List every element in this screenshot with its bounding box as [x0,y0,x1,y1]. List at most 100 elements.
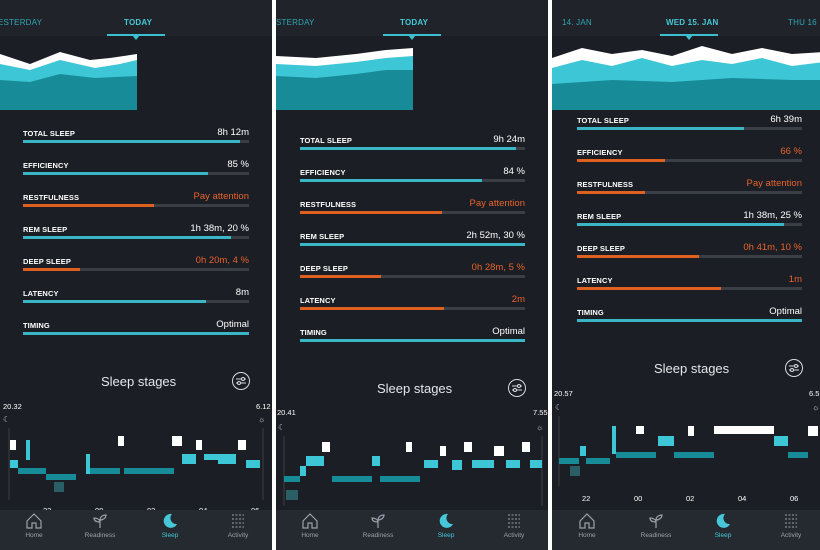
metric-bar [300,339,525,342]
nav-label: Home [578,532,596,539]
tab-previous-day[interactable]: STERDAY [276,18,315,27]
metric-timing[interactable]: TIMING Optimal [300,326,525,360]
metric-efficiency[interactable]: EFFICIENCY 66 % [577,146,802,180]
metric-rem-sleep[interactable]: REM SLEEP 1h 38m, 20 % [23,223,249,257]
moon-icon: ☾ [278,423,285,432]
metric-bar [23,332,249,335]
metric-label: EFFICIENCY [23,161,69,170]
metric-total-sleep[interactable]: TOTAL SLEEP 9h 24m [300,134,525,168]
nav-activity[interactable]: Activity [494,512,534,539]
nav-activity[interactable]: Activity [771,512,811,539]
metric-latency[interactable]: LATENCY 8m [23,287,249,321]
metric-value: Pay attention [193,191,249,202]
nav-activity[interactable]: Activity [218,512,258,539]
metric-value: 6h 39m [770,114,802,125]
sleep-stages-title: Sleep stages [101,374,177,389]
moon-icon: ☾ [3,415,10,424]
metric-latency[interactable]: LATENCY 1m [577,274,802,308]
sleep-end-time: 7.55 [533,408,548,417]
nav-home[interactable]: Home [14,512,54,539]
sleep-stages-chart: ☾ ☼ [3,415,265,500]
tab-current-day[interactable]: TODAY [124,18,153,27]
nav-sleep[interactable]: Sleep [150,512,190,539]
metric-deep-sleep[interactable]: DEEP SLEEP 0h 20m, 4 % [23,255,249,289]
metric-bar-fill [577,319,802,322]
metric-label: RESTFULNESS [23,193,80,202]
metric-bar-fill [23,332,249,335]
metric-efficiency[interactable]: EFFICIENCY 84 % [300,166,525,200]
sleep-screen-3: 14. JAN WED 15. JAN THU 16 TOTAL SLEEP 6h… [552,0,820,550]
metric-timing[interactable]: TIMING Optimal [23,319,249,353]
metric-efficiency[interactable]: EFFICIENCY 85 % [23,159,249,193]
metric-bar-fill [577,255,699,258]
metric-rem-sleep[interactable]: REM SLEEP 2h 52m, 30 % [300,230,525,264]
sliders-icon[interactable] [232,372,250,390]
nav-label: Sleep [437,532,455,539]
metric-bar [23,268,249,271]
metric-restfulness[interactable]: RESTFULNESS Pay attention [300,198,525,232]
metric-value: 9h 24m [493,134,525,145]
nav-readiness[interactable]: Readiness [80,512,120,539]
metric-restfulness[interactable]: RESTFULNESS Pay attention [23,191,249,225]
metric-restfulness[interactable]: RESTFULNESS Pay attention [577,178,802,212]
tab-current-day[interactable]: WED 15. JAN [666,18,719,27]
metric-label: TOTAL SLEEP [300,136,352,145]
sleep-start-time: 20.32 [3,402,22,411]
metric-value: 0h 41m, 10 % [743,242,802,253]
tab-caret [685,35,693,40]
metric-timing[interactable]: TIMING Optimal [577,306,802,340]
nav-readiness[interactable]: Readiness [636,512,676,539]
metric-label: TOTAL SLEEP [577,116,629,125]
tab-next-day[interactable]: THU 16 [788,18,817,27]
sliders-icon[interactable] [508,379,526,397]
metric-bar-fill [23,140,240,143]
metric-label: TOTAL SLEEP [23,129,75,138]
sleep-stages-title: Sleep stages [654,361,730,376]
metric-bar-fill [300,307,444,310]
metric-deep-sleep[interactable]: DEEP SLEEP 0h 28m, 5 % [300,262,525,296]
metric-bar [300,275,525,278]
hour-label: 04 [738,494,747,503]
nav-readiness[interactable]: Readiness [358,512,398,539]
metric-bar-fill [23,172,209,175]
metric-total-sleep[interactable]: TOTAL SLEEP 6h 39m [577,114,802,148]
activity-icon [785,514,797,528]
metric-value: 0h 28m, 5 % [471,262,525,273]
metric-bar [23,236,249,239]
sleep-overview-graph [276,48,413,110]
home-icon [302,513,318,529]
nav-home[interactable]: Home [290,512,330,539]
metric-bar [23,204,249,207]
sun-icon: ☼ [812,403,819,412]
sprout-icon [371,514,385,528]
tab-previous-day[interactable]: 14. JAN [562,18,592,27]
tab-previous-day[interactable]: ESTERDAY [0,18,43,27]
nav-sleep[interactable]: Sleep [426,512,466,539]
nav-label: Home [301,532,319,539]
metric-latency[interactable]: LATENCY 2m [300,294,525,328]
metric-label: TIMING [300,328,327,337]
metric-value: 1h 38m, 25 % [743,210,802,221]
nav-home[interactable]: Home [567,512,607,539]
sliders-icon[interactable] [785,359,803,377]
sleep-end-time: 6.5 [809,389,820,398]
nav-label: Readiness [84,532,116,539]
metric-label: REM SLEEP [23,225,68,234]
metric-total-sleep[interactable]: TOTAL SLEEP 8h 12m [23,127,249,161]
nav-sleep[interactable]: Sleep [703,512,743,539]
metric-value: 2h 52m, 30 % [466,230,525,241]
metric-deep-sleep[interactable]: DEEP SLEEP 0h 41m, 10 % [577,242,802,276]
nav-label: Sleep [714,532,732,539]
sprout-icon [649,514,663,528]
metric-label: DEEP SLEEP [577,244,625,253]
metric-bar [300,307,525,310]
metric-rem-sleep[interactable]: REM SLEEP 1h 38m, 25 % [577,210,802,244]
sleep-stages-chart: ☾ ☼ [555,403,819,486]
moon-icon [439,513,453,528]
nav-label: Activity [780,532,802,539]
moon-icon: ☾ [555,403,562,412]
sleep-start-time: 20.57 [554,389,573,398]
tab-current-day[interactable]: TODAY [400,18,429,27]
metric-bar [577,191,802,194]
metric-value: 66 % [780,146,802,157]
